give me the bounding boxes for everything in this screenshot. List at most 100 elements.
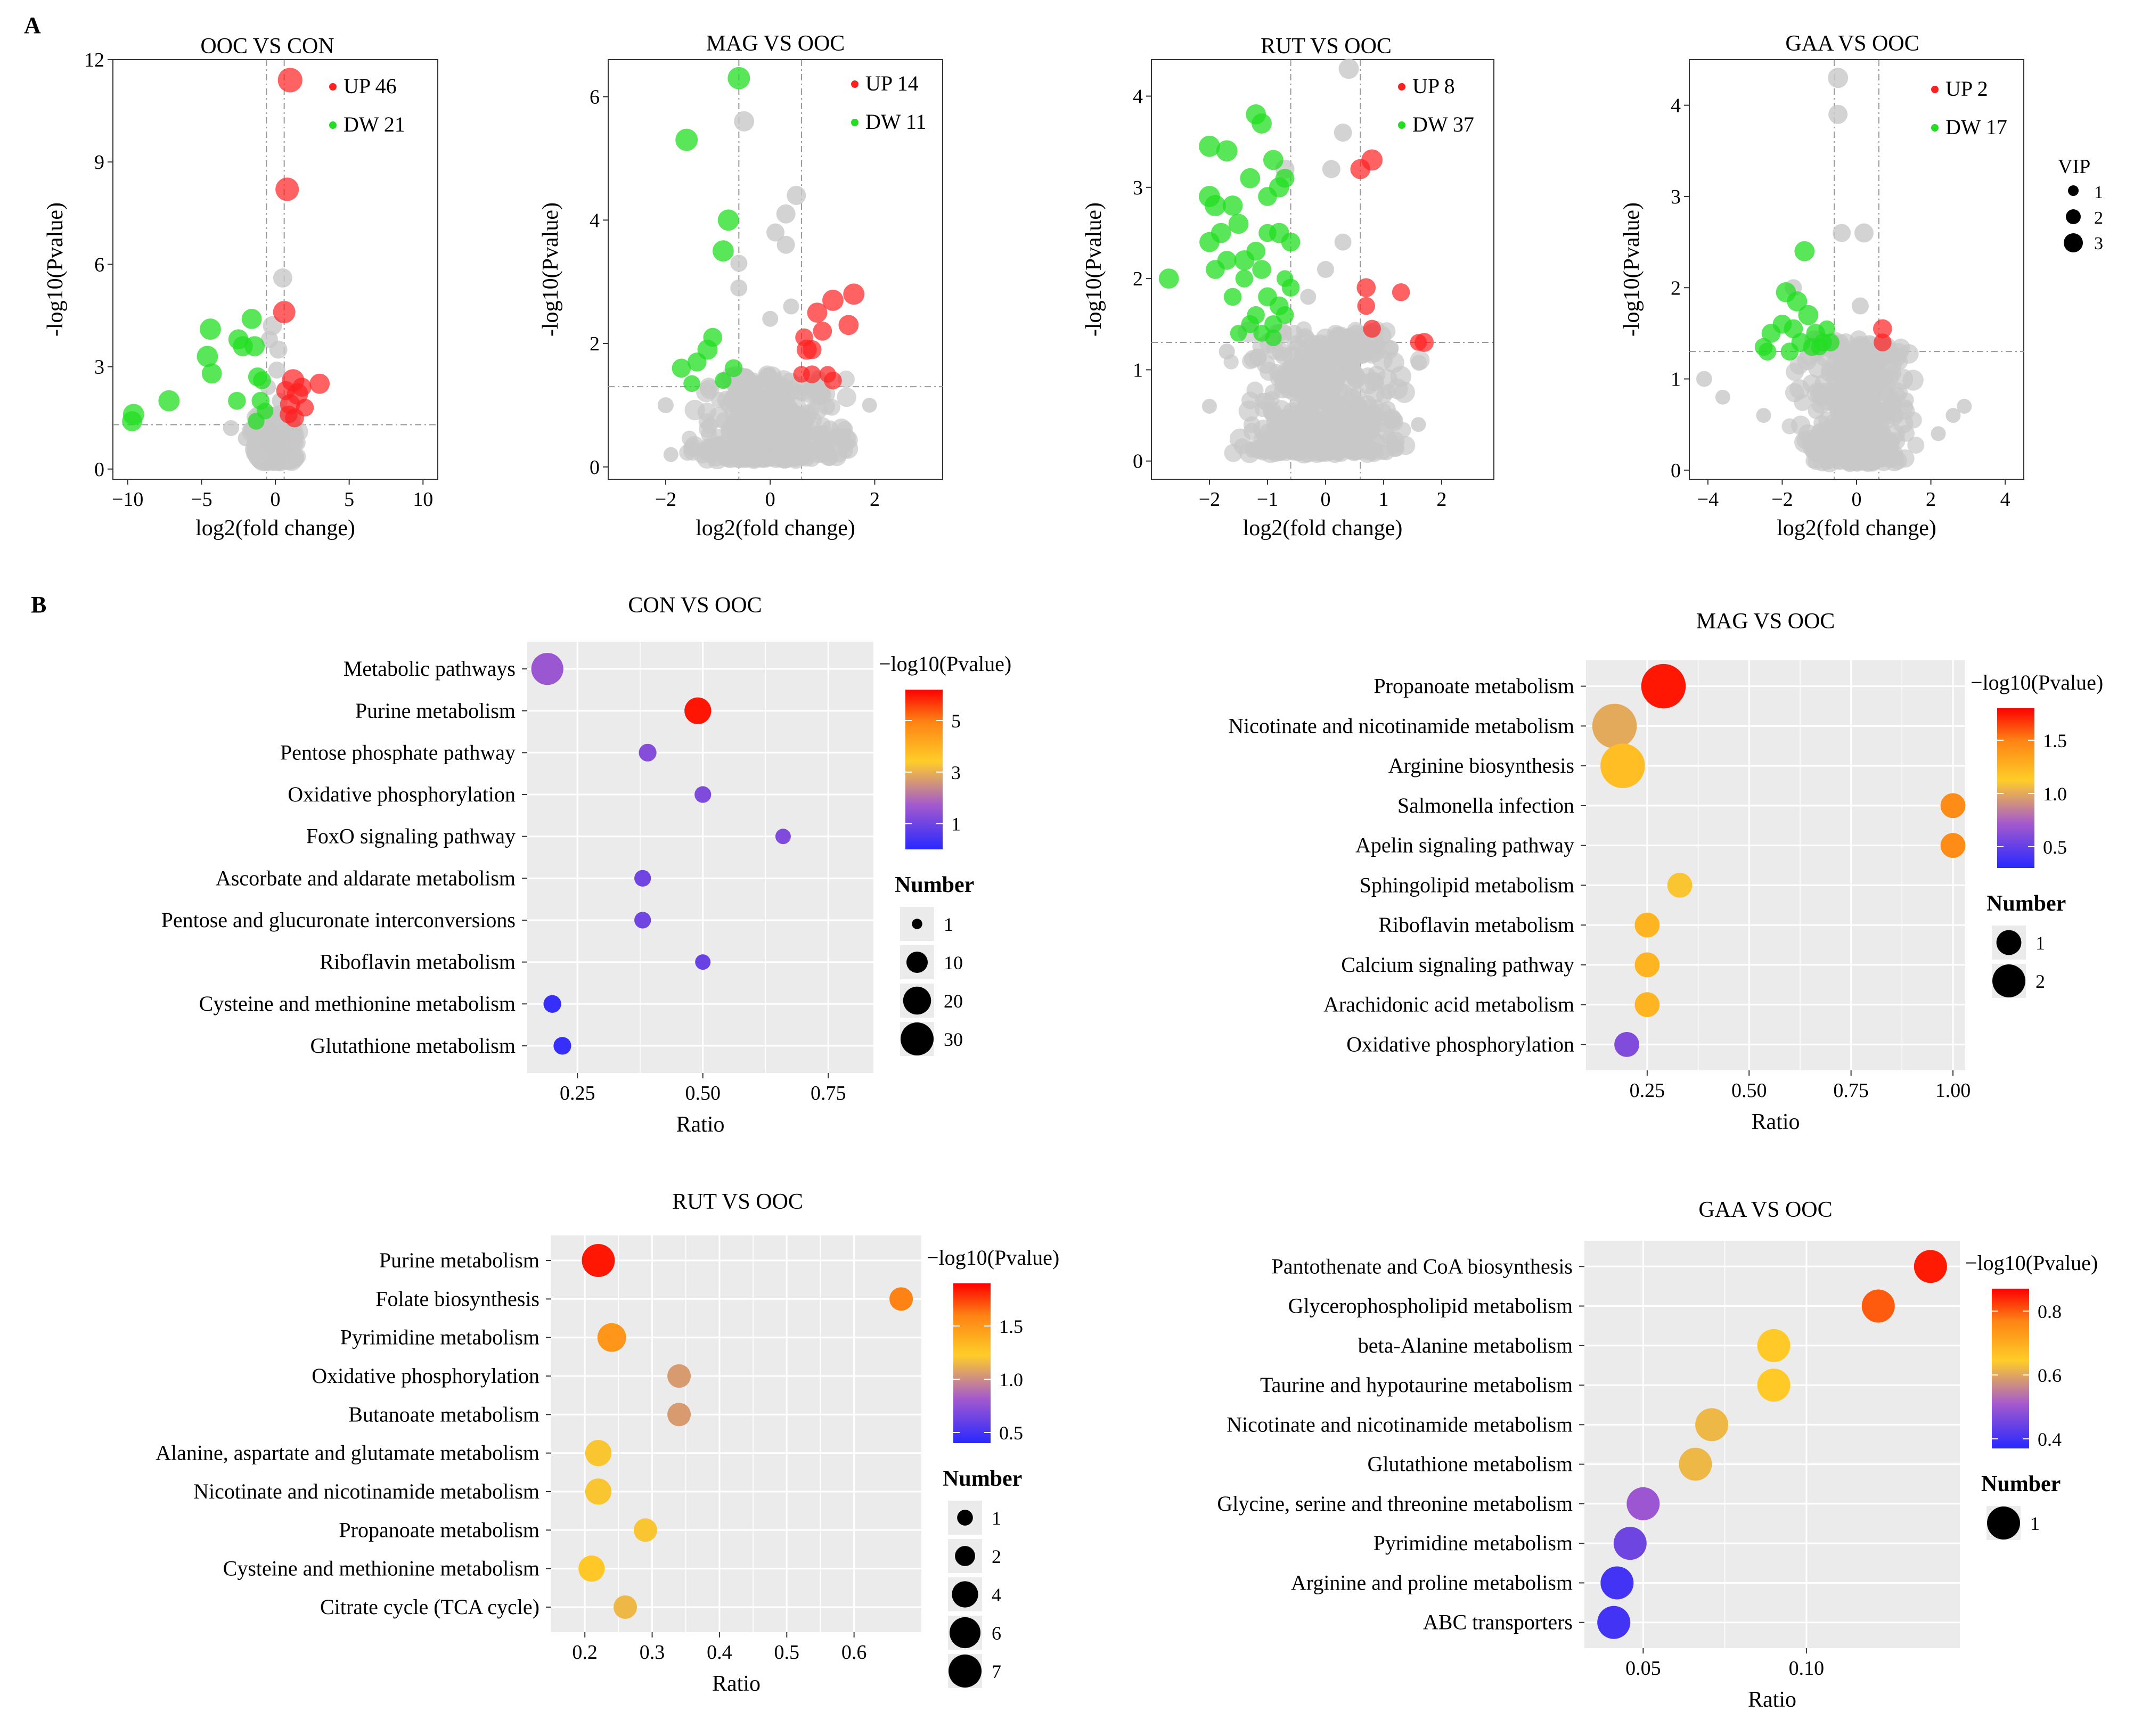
legend-marker <box>1398 83 1405 91</box>
pathway-label: Cysteine and methionine metabolism <box>223 1557 539 1581</box>
nonsig-point <box>1931 426 1946 441</box>
down-point <box>672 358 691 378</box>
nonsig-point <box>1851 297 1869 315</box>
x-tick-label: 4 <box>2000 488 2010 511</box>
colorbar <box>1992 1289 2029 1448</box>
pathway-bubble <box>543 995 561 1013</box>
nonsig-point <box>1828 68 1849 88</box>
down-point <box>1223 288 1242 306</box>
up-point <box>280 405 298 424</box>
nonsig-point <box>1876 376 1896 396</box>
up-point <box>1873 319 1892 339</box>
volcano-1: OOC VS CON −10 −5 0 5 10 0 3 6 9 12 log2(fold chang… <box>43 34 438 541</box>
pathway-bubble <box>597 1323 626 1352</box>
down-point <box>1228 214 1249 234</box>
y-tick-label: 0 <box>1671 460 1681 482</box>
down-point <box>1794 241 1815 261</box>
pathway-bubble <box>1757 1329 1791 1362</box>
nonsig-point <box>663 447 678 462</box>
nonsig-point <box>272 452 288 468</box>
nonsig-point <box>763 366 782 386</box>
nonsig-point <box>1320 346 1339 365</box>
x-axis-label: Ratio <box>1752 1110 1800 1134</box>
nonsig-point <box>253 448 268 463</box>
vip-legend-dot-3 <box>2064 233 2083 252</box>
nonsig-point <box>683 438 702 457</box>
legend-label: UP 2 <box>1945 77 1988 101</box>
x-tick-label: −2 <box>655 488 676 511</box>
pathway-label: ABC transporters <box>1423 1610 1573 1634</box>
y-tick-label: 6 <box>590 86 600 109</box>
nonsig-point <box>1326 333 1344 350</box>
nonsig-point <box>1300 289 1317 305</box>
down-point <box>1252 260 1271 279</box>
vip-legend-dot-1 <box>2068 185 2079 196</box>
down-point <box>241 308 262 329</box>
nonsig-point <box>1287 417 1303 434</box>
pathway-label: Glutathione metabolism <box>310 1034 516 1058</box>
nonsig-point <box>1367 373 1385 391</box>
down-point <box>1246 241 1266 261</box>
pathway-bubble <box>1614 1032 1639 1057</box>
size-legend-dot <box>912 919 922 929</box>
x-tick-label: 0.2 <box>572 1641 598 1664</box>
nonsig-point <box>1845 424 1865 445</box>
nonsig-point <box>1317 444 1336 462</box>
nonsig-point <box>1791 415 1811 435</box>
chart-title: CON VS OOC <box>628 593 762 618</box>
y-tick-label: 0 <box>1133 451 1143 473</box>
legend-marker <box>329 83 337 91</box>
x-tick-label: −10 <box>112 488 143 511</box>
pathway-bubble <box>775 829 791 845</box>
vip-legend-dot-2 <box>2066 209 2081 224</box>
nonsig-point <box>1317 261 1334 278</box>
pathway-bubble <box>634 870 651 887</box>
nonsig-point <box>1324 369 1345 390</box>
down-point <box>717 209 739 231</box>
x-tick-label: 0.50 <box>1731 1079 1767 1102</box>
x-tick-label: 0.25 <box>1630 1079 1665 1102</box>
legend-label: UP 46 <box>344 74 397 98</box>
nonsig-point <box>261 422 278 438</box>
pathway-label: Apelin signaling pathway <box>1355 833 1574 857</box>
x-tick-label: 0.75 <box>811 1082 846 1104</box>
down-point <box>1263 150 1284 170</box>
nonsig-point <box>1833 224 1851 242</box>
down-point <box>712 240 734 262</box>
x-axis-label: log2(fold change) <box>195 516 355 541</box>
nonsig-point <box>748 446 765 463</box>
pathway-label: Arachidonic acid metabolism <box>1323 993 1574 1017</box>
pathway-bubble <box>1600 743 1645 788</box>
legend-label: DW 37 <box>1412 112 1474 136</box>
down-point <box>1222 195 1243 216</box>
x-axis-label: Ratio <box>676 1112 725 1137</box>
bubble-3: RUT VS OOC Purine metabolism Folate biosyn… <box>156 1190 1059 1696</box>
nonsig-point <box>238 430 254 447</box>
nonsig-point <box>1945 408 1961 423</box>
pathway-label: Purine metabolism <box>379 1248 539 1272</box>
pathway-label: FoxO signaling pathway <box>306 824 516 848</box>
nonsig-point <box>1303 371 1321 389</box>
down-point <box>727 67 750 89</box>
y-tick-label: 12 <box>84 49 104 71</box>
pathway-bubble <box>889 1287 913 1311</box>
y-tick-label: 2 <box>1671 277 1681 299</box>
x-tick-label: 2 <box>1926 488 1936 511</box>
up-point <box>795 328 813 347</box>
pathway-bubble <box>582 1244 615 1278</box>
colorbar-tick-label: 0.4 <box>2038 1429 2062 1450</box>
up-point <box>813 322 832 341</box>
nonsig-point <box>263 316 282 335</box>
size-legend-dot <box>949 1655 982 1688</box>
nonsig-point <box>657 397 674 413</box>
pathway-bubble <box>553 1037 571 1055</box>
y-axis-label: -log10(Pvalue) <box>1620 202 1644 337</box>
pathway-bubble <box>684 697 712 724</box>
pathway-bubble <box>578 1555 605 1582</box>
size-legend-label: 6 <box>992 1623 1001 1644</box>
size-legend-dot <box>1996 930 2022 955</box>
x-tick-label: 0.5 <box>774 1641 800 1664</box>
y-tick-label: 3 <box>94 356 104 379</box>
x-tick-label: 0.75 <box>1833 1079 1869 1102</box>
nonsig-point <box>1818 394 1835 411</box>
